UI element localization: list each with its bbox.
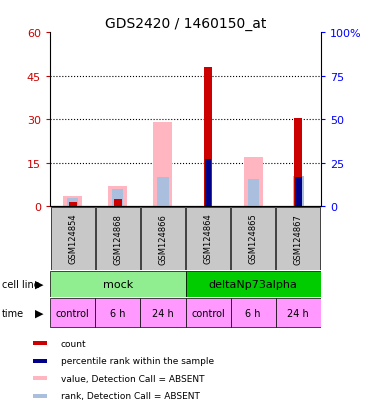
Bar <box>140 299 186 327</box>
Bar <box>276 299 321 327</box>
Text: deltaNp73alpha: deltaNp73alpha <box>209 279 298 289</box>
Bar <box>186 207 230 270</box>
Bar <box>96 207 140 270</box>
Bar <box>295 178 302 206</box>
Bar <box>204 68 212 206</box>
Text: GSM124868: GSM124868 <box>113 213 122 264</box>
Text: 24 h: 24 h <box>288 308 309 318</box>
Bar <box>154 123 173 206</box>
Text: percentile rank within the sample: percentile rank within the sample <box>61 356 214 366</box>
Text: GSM124854: GSM124854 <box>68 213 77 264</box>
Bar <box>205 160 211 206</box>
Text: 6 h: 6 h <box>110 308 125 318</box>
Text: count: count <box>61 339 86 348</box>
Bar <box>186 271 321 297</box>
Text: time: time <box>2 308 24 318</box>
Text: cell line: cell line <box>2 279 40 289</box>
Bar <box>33 377 47 380</box>
Bar <box>63 197 82 206</box>
Bar <box>294 118 302 206</box>
Bar <box>50 271 186 297</box>
Bar <box>231 299 276 327</box>
Bar <box>157 178 168 206</box>
Bar <box>141 207 185 270</box>
Bar <box>50 299 95 327</box>
Bar <box>186 299 231 327</box>
Text: mock: mock <box>103 279 133 289</box>
Text: rank, Detection Call = ABSENT: rank, Detection Call = ABSENT <box>61 392 200 401</box>
Text: GSM124866: GSM124866 <box>158 213 167 264</box>
Text: GSM124865: GSM124865 <box>249 213 258 264</box>
Text: ▶: ▶ <box>35 279 44 289</box>
Bar <box>95 299 140 327</box>
Title: GDS2420 / 1460150_at: GDS2420 / 1460150_at <box>105 17 266 31</box>
Text: GSM124867: GSM124867 <box>294 213 303 264</box>
Bar <box>244 157 263 206</box>
Text: control: control <box>191 308 225 318</box>
Bar <box>108 186 127 206</box>
Bar <box>231 207 275 270</box>
Text: GSM124864: GSM124864 <box>204 213 213 264</box>
Bar <box>69 202 77 206</box>
Bar <box>114 199 122 206</box>
Text: 24 h: 24 h <box>152 308 174 318</box>
Text: ▶: ▶ <box>35 308 44 318</box>
Bar <box>33 359 47 363</box>
Text: value, Detection Call = ABSENT: value, Detection Call = ABSENT <box>61 374 204 383</box>
Bar <box>51 207 95 270</box>
Bar <box>276 207 320 270</box>
Bar <box>33 342 47 345</box>
Text: 6 h: 6 h <box>246 308 261 318</box>
Bar <box>247 180 259 206</box>
Bar <box>112 190 124 206</box>
Bar <box>33 394 47 398</box>
Text: control: control <box>56 308 89 318</box>
Bar <box>293 177 304 206</box>
Bar <box>67 199 78 206</box>
